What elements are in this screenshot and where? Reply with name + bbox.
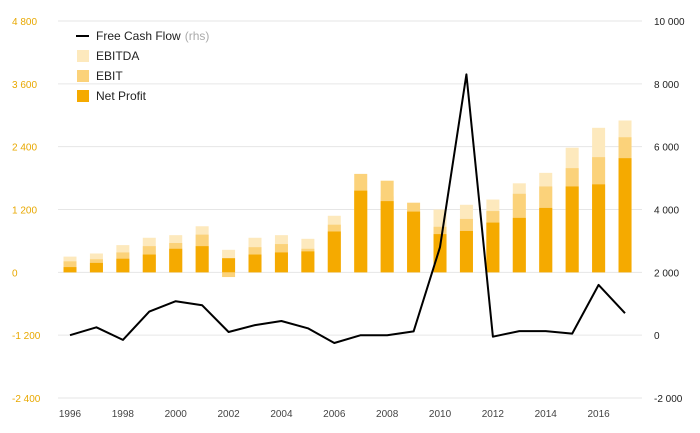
left-tick-label: 2 400	[12, 143, 37, 154]
left-axis: 4 800 3 600 2 400 1 200 0 -1 200 -2 400	[12, 17, 41, 405]
free-cash-flow-path	[69, 73, 626, 344]
bar-net-profit	[407, 211, 421, 273]
left-tick-label: 4 800	[12, 17, 37, 28]
bar-net-profit	[512, 217, 526, 273]
bars	[63, 120, 632, 278]
x-tick-label: 1996	[59, 409, 82, 420]
bar-net-profit	[433, 234, 447, 273]
bar-net-profit	[539, 207, 553, 273]
right-tick-label: 8 000	[654, 80, 679, 91]
free-cash-flow-line	[69, 73, 626, 344]
bar-net-profit	[354, 190, 368, 273]
right-axis: 10 000 8 000 6 000 4 000 2 000 0 -2 000	[654, 17, 685, 405]
bar-net-profit	[274, 252, 288, 273]
x-tick-label: 2012	[482, 409, 505, 420]
bar-net-profit	[248, 254, 262, 273]
legend-swatch	[77, 50, 89, 62]
legend-item: Net Profit	[77, 89, 147, 103]
legend-swatch	[77, 70, 89, 82]
legend-swatch	[77, 90, 89, 102]
x-axis: 1996 1998 2000 2002 2004 2006 2008 2010 2012 2014…	[59, 409, 610, 420]
left-tick-label: -1 200	[12, 331, 41, 342]
right-tick-label: 0	[654, 331, 660, 342]
x-tick-label: 2004	[270, 409, 293, 420]
bar-net-profit	[380, 201, 394, 273]
left-tick-label: -2 400	[12, 394, 41, 405]
bar-net-profit	[116, 258, 130, 273]
x-tick-label: 2010	[429, 409, 452, 420]
bar-net-profit	[565, 186, 579, 273]
left-tick-label: 0	[12, 268, 18, 279]
right-tick-label: 10 000	[654, 17, 685, 28]
x-tick-label: 2000	[165, 409, 188, 420]
right-tick-label: 2 000	[654, 268, 679, 279]
x-tick-label: 2014	[535, 409, 558, 420]
bar-net-profit	[63, 267, 77, 273]
bar-net-profit	[618, 158, 632, 273]
bar-net-profit	[327, 231, 341, 273]
bar-net-profit	[592, 184, 606, 273]
bar-ebit	[63, 261, 77, 273]
x-tick-label: 1998	[112, 409, 135, 420]
legend-suffix: (rhs)	[185, 29, 210, 43]
x-tick-label: 2008	[376, 409, 399, 420]
bar-net-profit	[459, 230, 473, 273]
x-tick-label: 2002	[217, 409, 240, 420]
legend: Free Cash Flow (rhs) EBITDA EBIT Net Profit	[76, 29, 209, 103]
legend-label: EBITDA	[96, 49, 139, 63]
gridlines	[58, 20, 642, 399]
legend-item: EBIT	[77, 69, 123, 83]
legend-label: EBIT	[96, 69, 123, 83]
legend-label: Free Cash Flow (rhs)	[96, 29, 209, 43]
legend-item: Free Cash Flow (rhs)	[76, 29, 209, 43]
left-tick-label: 3 600	[12, 80, 37, 91]
right-tick-label: 4 000	[654, 206, 679, 217]
bar-net-profit	[301, 251, 315, 273]
bar-ebit	[222, 272, 236, 278]
bar-net-profit	[142, 254, 156, 273]
right-tick-label: -2 000	[654, 394, 683, 405]
bar-net-profit	[486, 222, 500, 273]
legend-item: EBITDA	[77, 49, 139, 63]
bar-net-profit	[169, 248, 183, 273]
x-tick-label: 2016	[587, 409, 610, 420]
bar-net-profit	[222, 258, 236, 273]
right-tick-label: 6 000	[654, 143, 679, 154]
bar-net-profit	[195, 246, 209, 273]
x-tick-label: 2006	[323, 409, 346, 420]
legend-label: Net Profit	[96, 89, 147, 103]
bar-net-profit	[89, 262, 103, 273]
left-tick-label: 1 200	[12, 206, 37, 217]
